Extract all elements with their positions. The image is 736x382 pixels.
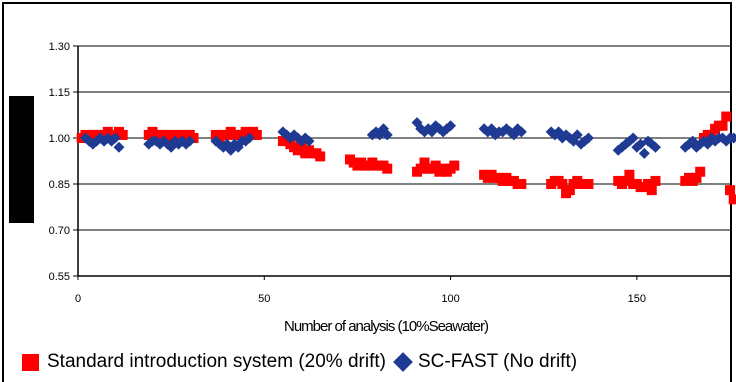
sc-fast-point [381,129,393,141]
series-standard-introduction [76,111,736,205]
sc-fast-point [627,132,639,144]
sc-fast-point [243,132,255,144]
y-tick-label: 0.55 [49,271,70,283]
y-tick-labels: 0.55 0.70 0.85 1.00 1.15 1.30 [49,41,70,283]
sc-fast-point [638,147,650,159]
standard-point [725,185,735,196]
standard-point [583,179,594,189]
y-tick-label: 1.00 [49,133,70,145]
sc-fast-point [515,126,527,138]
y-tick-label: 0.85 [49,179,70,191]
standard-point [564,185,575,196]
legend-label-standard: Standard introduction system (20% drift) [47,351,386,372]
standard-point [624,169,635,180]
standard-point [643,179,654,189]
standard-point [557,179,568,189]
legend: Standard introduction system (20% drift)… [22,351,577,373]
standard-point [430,160,441,171]
x-tick-label: 0 [75,293,81,305]
sc-fast-point [649,141,661,153]
series-sc-fast [79,117,736,159]
standard-point [721,111,732,122]
sc-fast-point [184,135,196,147]
gridlines [73,45,730,277]
sc-fast-point [109,132,121,144]
sc-fast-point [571,129,583,141]
legend-diamond-marker [393,352,413,372]
standard-point [728,194,736,205]
standard-point [717,120,728,131]
standard-point [188,133,199,143]
standard-point [695,166,706,177]
standard-point [315,151,326,162]
standard-point [620,175,631,186]
x-tick-label: 50 [258,293,270,305]
standard-point [296,142,307,153]
standard-point [251,129,262,140]
legend-label-scfast: SC-FAST (No drift) [418,351,578,372]
sc-fast-point [582,132,594,144]
y-tick-label: 1.30 [49,41,70,53]
standard-point [419,157,430,168]
y-tick-label: 1.15 [49,87,70,99]
sc-fast-point [445,120,457,132]
sc-fast-point [411,117,423,129]
sc-fast-point [303,135,315,147]
x-tick-labels: 0 50 100 150 [75,276,646,305]
standard-point [382,163,393,174]
standard-point [646,185,657,196]
y-axis-label-box [9,96,34,223]
x-tick-label: 100 [441,293,459,305]
standard-point [516,179,527,189]
x-axis-label: Number of analysis (10%Seawater) [284,318,489,335]
y-tick-label: 0.70 [49,225,70,237]
standard-point [691,172,702,183]
legend-square-marker [22,353,39,371]
sc-fast-point [113,141,125,153]
sc-fast-point [430,120,442,132]
standard-point [650,175,661,186]
standard-point [415,163,426,174]
x-tick-label: 150 [628,293,646,305]
standard-point [449,160,460,171]
sc-fast-point [728,132,736,144]
standard-point [117,129,128,140]
axes [77,46,730,277]
